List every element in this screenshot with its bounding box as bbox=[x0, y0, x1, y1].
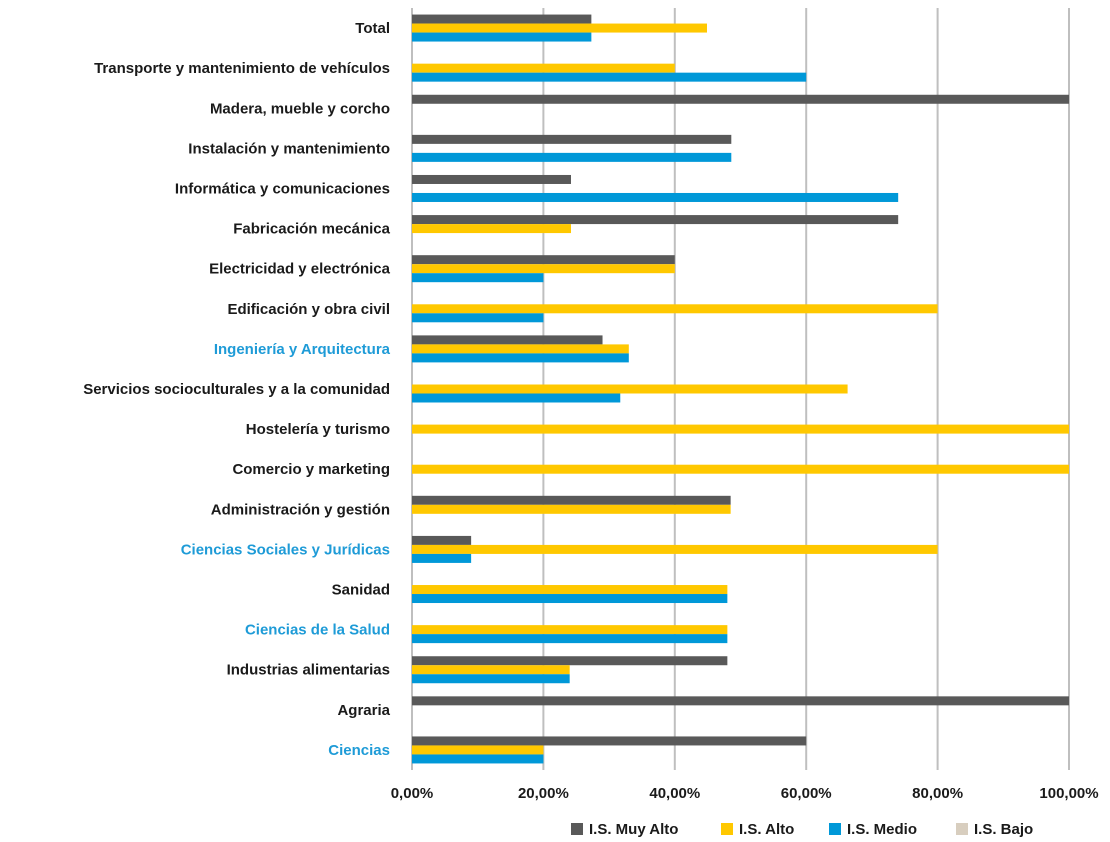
bars bbox=[412, 14, 1069, 764]
bar bbox=[412, 553, 472, 563]
bar bbox=[412, 504, 731, 514]
category-label: Comercio y marketing bbox=[232, 461, 390, 478]
category-label: Sanidad bbox=[332, 582, 390, 599]
legend-label: I.S. Bajo bbox=[974, 821, 1033, 838]
bar bbox=[412, 656, 728, 666]
bar bbox=[412, 464, 1069, 474]
bar bbox=[412, 215, 899, 225]
category-label: Total bbox=[355, 20, 390, 37]
category-label: Informática y comunicaciones bbox=[175, 180, 390, 197]
category-label: Servicios socioculturales y a la comunid… bbox=[83, 381, 390, 398]
bar bbox=[412, 192, 899, 202]
bar bbox=[412, 23, 707, 33]
bar bbox=[412, 393, 621, 403]
category-label: Industrias alimentarias bbox=[227, 662, 390, 679]
bar bbox=[412, 344, 629, 354]
bar bbox=[412, 424, 1069, 434]
bar bbox=[412, 32, 592, 42]
bar bbox=[412, 495, 731, 505]
category-label: Electricidad y electrónica bbox=[209, 261, 391, 278]
bar bbox=[412, 674, 570, 684]
bar bbox=[412, 535, 472, 545]
bar bbox=[412, 353, 629, 363]
x-tick-label: 60,00% bbox=[781, 785, 832, 802]
bar bbox=[412, 94, 1069, 104]
bar bbox=[412, 634, 728, 644]
bar bbox=[412, 152, 732, 162]
category-label: Transporte y mantenimiento de vehículos bbox=[94, 60, 390, 77]
legend: I.S. Muy Alto I.S. Alto I.S. Medio I.S. Baj… bbox=[571, 821, 1033, 838]
bar bbox=[412, 585, 728, 595]
bar bbox=[412, 273, 544, 283]
bar bbox=[412, 313, 544, 323]
bar bbox=[412, 72, 807, 82]
category-label: Ciencias bbox=[328, 742, 390, 759]
bar bbox=[412, 335, 603, 345]
category-label: Edificación y obra civil bbox=[227, 301, 390, 318]
legend-swatch bbox=[829, 823, 841, 835]
bar bbox=[412, 665, 570, 675]
bar bbox=[412, 754, 544, 764]
legend-label: I.S. Alto bbox=[739, 821, 794, 838]
bar bbox=[412, 14, 592, 24]
legend-label: I.S. Muy Alto bbox=[589, 821, 678, 838]
category-label: Hostelería y turismo bbox=[246, 421, 390, 438]
bar bbox=[412, 736, 807, 746]
legend-swatch bbox=[956, 823, 968, 835]
bar bbox=[412, 594, 728, 604]
category-label: Ciencias Sociales y Jurídicas bbox=[181, 541, 390, 558]
legend-swatch bbox=[721, 823, 733, 835]
bar bbox=[412, 174, 571, 184]
category-label: Fabricación mecánica bbox=[233, 221, 390, 238]
category-label: Madera, mueble y corcho bbox=[210, 100, 390, 117]
x-tick-label: 80,00% bbox=[912, 785, 963, 802]
category-label: Ingeniería y Arquitectura bbox=[214, 341, 391, 358]
legend-label: I.S. Medio bbox=[847, 821, 917, 838]
x-tick-label: 100,00% bbox=[1039, 785, 1098, 802]
bar bbox=[412, 304, 938, 314]
legend-swatch bbox=[571, 823, 583, 835]
category-label: Ciencias de la Salud bbox=[245, 622, 390, 639]
bar bbox=[412, 696, 1069, 706]
x-tick-label: 40,00% bbox=[649, 785, 700, 802]
bar bbox=[412, 134, 732, 144]
category-label: Agraria bbox=[337, 702, 390, 719]
x-tick-labels: 0,00% 20,00% 40,00% 60,00% 80,00% 100,00% bbox=[391, 785, 1099, 802]
bar bbox=[412, 63, 675, 73]
bar bbox=[412, 224, 571, 234]
bar bbox=[412, 544, 938, 554]
bar bbox=[412, 255, 675, 265]
bar bbox=[412, 625, 728, 635]
bar bbox=[412, 384, 848, 394]
bar bbox=[412, 745, 544, 755]
bar bbox=[412, 264, 675, 274]
x-tick-label: 0,00% bbox=[391, 785, 434, 802]
category-label: Administración y gestión bbox=[211, 501, 390, 518]
category-label: Instalación y mantenimiento bbox=[188, 140, 390, 157]
x-tick-label: 20,00% bbox=[518, 785, 569, 802]
category-labels: Total Transporte y mantenimiento de vehíc… bbox=[83, 20, 390, 759]
